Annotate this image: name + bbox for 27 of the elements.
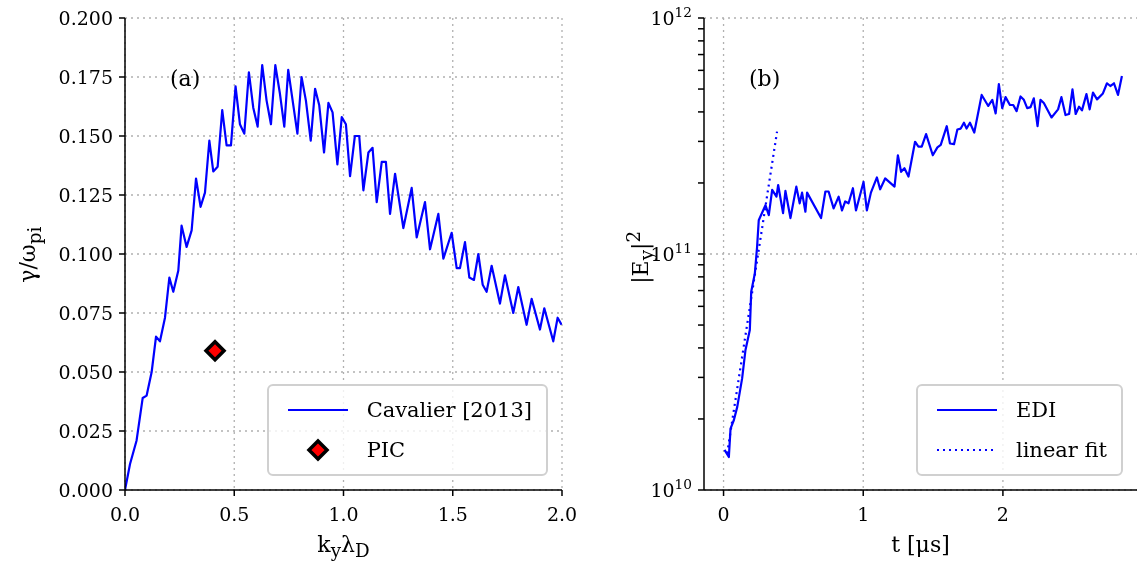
x-axis-title: t [μs] — [890, 532, 951, 557]
x-tick-label: 2.0 — [546, 503, 578, 525]
y-tick-label: 0.025 — [58, 420, 113, 442]
annotation: (a) — [170, 66, 201, 91]
x-tick-label: 2 — [996, 503, 1009, 525]
x-tick-label: 1.0 — [328, 503, 359, 525]
y-tick-label: 10$^{10}$ — [650, 476, 692, 501]
legend-label: linear fit — [1015, 438, 1107, 462]
annotation: (b) — [749, 66, 781, 91]
y-tick-label: 0.125 — [58, 184, 113, 206]
y-tick-label: 10$^{12}$ — [650, 4, 692, 29]
x-tick-label: 0.0 — [109, 503, 141, 525]
y-tick-label: 0.050 — [58, 361, 113, 383]
y-tick-label: 0.100 — [58, 243, 113, 265]
x-axis-title: k$_{y}$λ$_{D}$ — [316, 532, 371, 562]
x-tick-label: 0 — [717, 503, 730, 525]
y-tick-label: 0.200 — [58, 7, 113, 29]
x-tick-label: 1 — [857, 503, 870, 525]
y-tick-label: 0.175 — [58, 66, 113, 88]
x-tick-label: 1.5 — [437, 503, 468, 525]
y-tick-label: 0.075 — [58, 302, 113, 324]
legend-label: Cavalier [2013] — [366, 398, 532, 422]
legend-label: EDI — [1015, 398, 1057, 422]
y-tick-label: 0.000 — [58, 479, 113, 501]
y-tick-label: 0.150 — [58, 125, 113, 147]
legend-label: PIC — [366, 438, 406, 462]
x-tick-label: 0.5 — [219, 503, 250, 525]
